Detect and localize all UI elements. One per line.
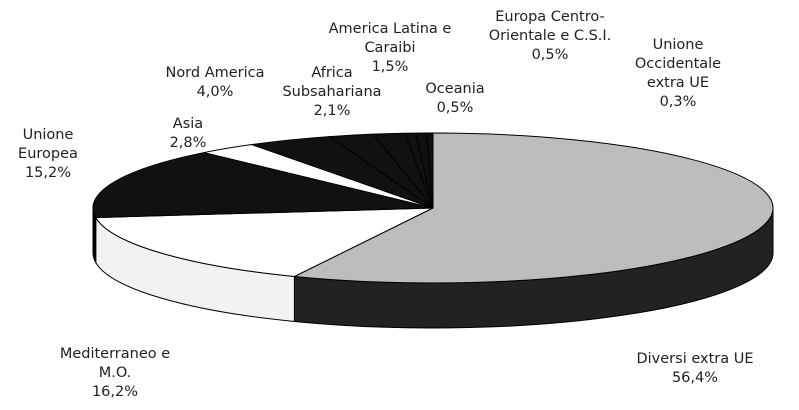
category-name: Nord America bbox=[165, 65, 265, 81]
slice bbox=[92, 152, 434, 265]
slice-label: Africa Subsahariana 2,1% bbox=[277, 64, 387, 121]
slice-label: Nord America 4,0% bbox=[150, 64, 280, 102]
category-name: Oceania bbox=[425, 81, 485, 97]
slice-label: Europa Centro-Orientale e C.S.I. 0,5% bbox=[485, 8, 615, 65]
slice-top bbox=[92, 152, 434, 219]
slice-label: Unione Occidentale extra UE 0,3% bbox=[628, 36, 728, 112]
value-label: 2,8% bbox=[169, 135, 207, 151]
value-label: 0,5% bbox=[531, 47, 569, 63]
slice bbox=[426, 132, 434, 209]
slice-label: Asia 2,8% bbox=[158, 115, 218, 153]
value-label: 56,4% bbox=[671, 370, 719, 386]
value-label: 0,3% bbox=[659, 94, 697, 110]
value-label: 15,2% bbox=[24, 165, 72, 181]
slice-top bbox=[426, 132, 434, 209]
value-label: 1,5% bbox=[371, 59, 409, 75]
value-label: 16,2% bbox=[91, 384, 139, 400]
value-label: 2,1% bbox=[313, 103, 351, 119]
slice-top bbox=[292, 132, 774, 284]
slice-label: Oceania 0,5% bbox=[410, 80, 500, 118]
slice-top bbox=[94, 207, 434, 277]
slice-label: Unione Europea 15,2% bbox=[3, 126, 93, 183]
category-name: Mediterraneo e M.O. bbox=[59, 346, 171, 381]
slice-label: America Latina e Caraibi 1,5% bbox=[328, 20, 453, 77]
category-name: Africa Subsahariana bbox=[282, 65, 382, 100]
category-name: Unione Europea bbox=[18, 127, 78, 162]
category-name: Europa Centro-Orientale e C.S.I. bbox=[488, 9, 612, 44]
category-name: Unione Occidentale extra UE bbox=[634, 37, 722, 91]
value-label: 0,5% bbox=[436, 100, 474, 116]
slice-label: Diversi extra UE 56,4% bbox=[610, 350, 780, 388]
category-name: Diversi extra UE bbox=[636, 351, 754, 367]
category-name: America Latina e Caraibi bbox=[328, 21, 452, 56]
slice-label: Mediterraneo e M.O. 16,2% bbox=[55, 345, 175, 402]
value-label: 4,0% bbox=[196, 84, 234, 100]
category-name: Asia bbox=[172, 116, 204, 132]
